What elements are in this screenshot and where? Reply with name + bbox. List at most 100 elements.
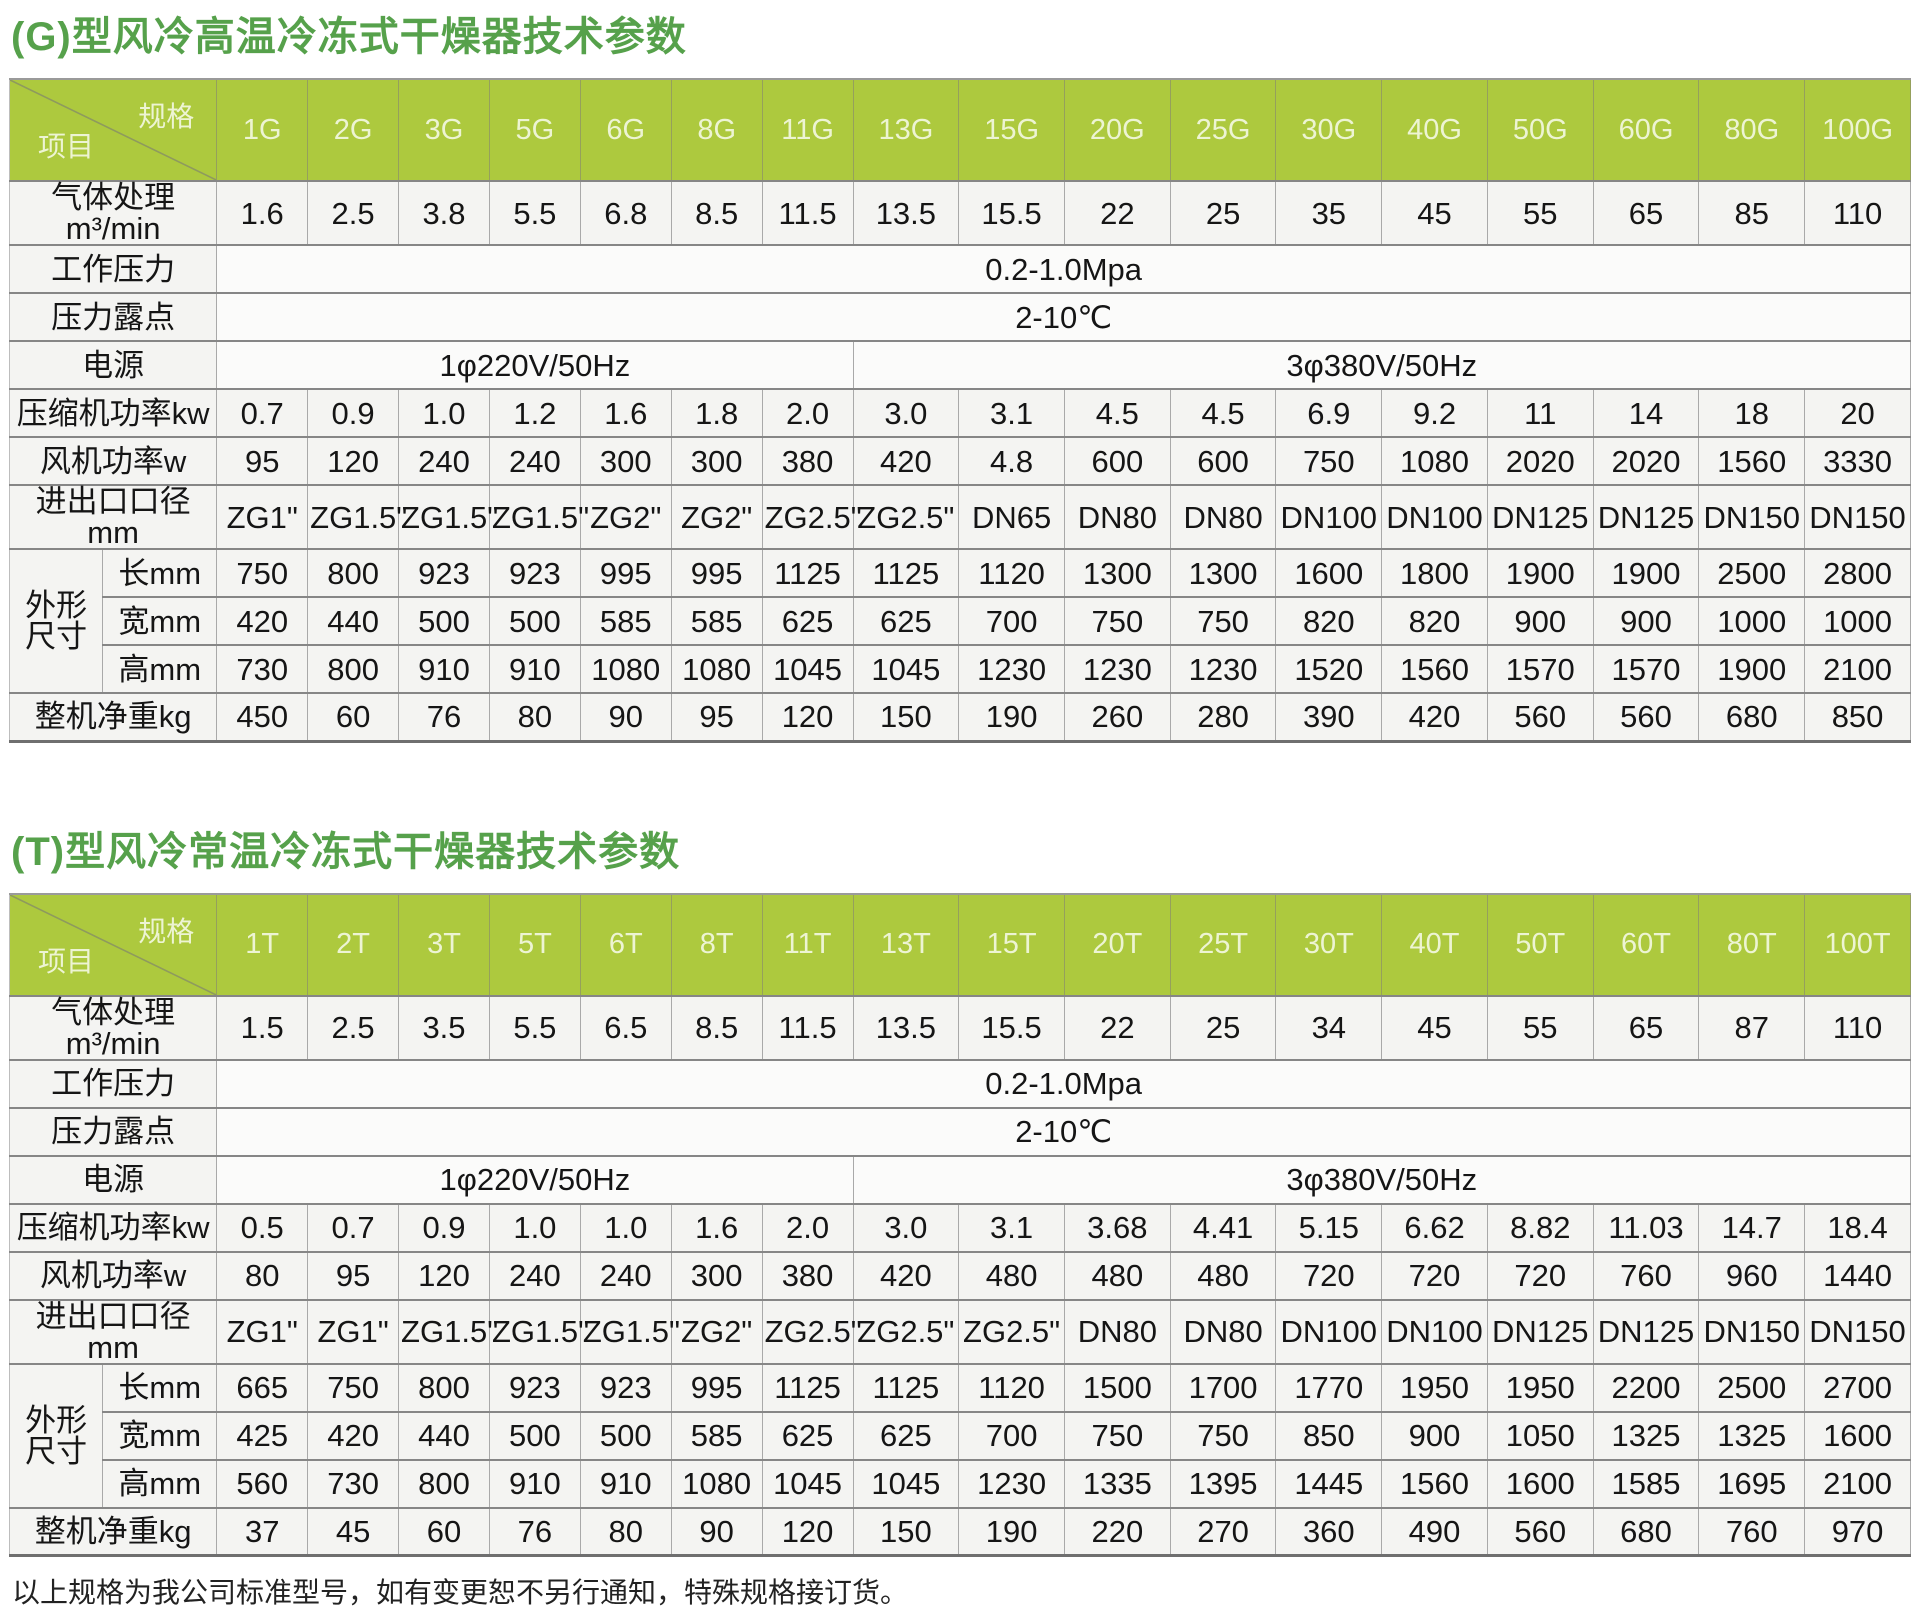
spec-value-cell: 900 (1487, 596, 1594, 645)
spec-value-cell: DN150 (1804, 484, 1911, 549)
spec-value-cell: 750 (1064, 596, 1171, 645)
spec-value-cell: 2.5 (307, 180, 400, 245)
spec-value-cell: 820 (1381, 596, 1488, 645)
spec-value-cell: 1080 (1381, 436, 1488, 485)
model-column-header: 13T (853, 892, 960, 996)
spec-value-cell: 3.68 (1064, 1202, 1171, 1252)
diagonal-line-icon (10, 80, 216, 180)
spec-value-cell: 1445 (1275, 1458, 1383, 1508)
spec-value-cell: 3.1 (958, 1202, 1065, 1252)
spec-value-cell: 923 (580, 1362, 672, 1412)
spec-value-cell: 800 (398, 1458, 490, 1508)
row-label: 整机净重kg (9, 1506, 218, 1556)
spec-value-cell: 500 (489, 596, 581, 645)
spec-value-cell: 4.5 (1170, 388, 1277, 437)
spec-value-cell: 1520 (1275, 644, 1383, 693)
spec-value-cell: 87 (1698, 994, 1806, 1060)
spec-value-cell: 585 (671, 1410, 763, 1460)
spec-value-cell: 480 (1170, 1250, 1277, 1300)
spec-value-cell: 1.6 (671, 1202, 763, 1252)
spec-value-cell: 1230 (1064, 644, 1171, 693)
spec-value-cell: 76 (489, 1506, 581, 1556)
spec-value-cell: ZG1" (216, 1298, 309, 1364)
spec-value-cell: 15.5 (958, 994, 1065, 1060)
spec-value-cell: 1570 (1487, 644, 1594, 693)
merged-value-cell: 0.2-1.0Mpa (216, 1058, 1911, 1108)
spec-value-cell: 11.5 (762, 994, 854, 1060)
model-column-header: 60T (1593, 892, 1700, 996)
spec-value-cell: 5.15 (1275, 1202, 1383, 1252)
spec-value-cell: 2500 (1698, 1362, 1806, 1412)
spec-value-cell: 1570 (1593, 644, 1700, 693)
spec-value-cell: 260 (1064, 692, 1171, 741)
spec-value-cell: 1395 (1170, 1458, 1277, 1508)
spec-value-cell: 1.0 (489, 1202, 581, 1252)
spec-value-cell: 750 (1064, 1410, 1171, 1460)
table-row: 工作压力 0.2-1.0Mpa (9, 1058, 1911, 1108)
spec-value-cell: 910 (489, 1458, 581, 1508)
dimension-group-label: 外形尺寸 (9, 1362, 104, 1508)
row-label: 工作压力 (9, 244, 218, 293)
model-column-header: 5T (489, 892, 581, 996)
spec-value-cell: 625 (853, 1410, 960, 1460)
spec-value-cell: 95 (307, 1250, 400, 1300)
spec-value-cell: 240 (398, 436, 490, 485)
row-label: 压力露点 (9, 1106, 218, 1156)
spec-value-cell: 150 (853, 692, 960, 741)
spec-value-cell: 2100 (1804, 644, 1911, 693)
spec-value-cell: 2020 (1487, 436, 1594, 485)
spec-value-cell: 390 (1275, 692, 1383, 741)
spec-value-cell: 280 (1170, 692, 1277, 741)
spec-value-cell: 6.8 (580, 180, 672, 245)
spec-value-cell: DN80 (1064, 1298, 1171, 1364)
spec-value-cell: 1230 (1170, 644, 1277, 693)
spec-value-cell: 1950 (1381, 1362, 1488, 1412)
spec-value-cell: 720 (1275, 1250, 1383, 1300)
model-column-header: 80G (1698, 78, 1806, 181)
spec-value-cell: 270 (1170, 1506, 1277, 1556)
spec-value-cell: 2200 (1593, 1362, 1700, 1412)
spec-value-cell: 1335 (1064, 1458, 1171, 1508)
spec-value-cell: 1300 (1064, 548, 1171, 597)
spec-value-cell: 37 (216, 1506, 309, 1556)
spec-value-cell: 750 (1275, 436, 1383, 485)
spec-value-cell: 3.8 (398, 180, 490, 245)
spec-value-cell: 1000 (1698, 596, 1806, 645)
spec-value-cell: 13.5 (853, 994, 960, 1060)
row-label: 高mm (102, 1458, 218, 1508)
spec-value-cell: 1440 (1804, 1250, 1911, 1300)
spec-value-cell: ZG1.5" (580, 1298, 680, 1364)
spec-value-cell: 1125 (853, 548, 960, 597)
spec-value-cell: DN150 (1698, 484, 1806, 549)
spec-value-cell: 1045 (853, 644, 960, 693)
spec-value-cell: DN80 (1064, 484, 1171, 549)
spec-value-cell: 3.0 (853, 1202, 960, 1252)
spec-value-cell: 585 (671, 596, 763, 645)
spec-value-cell: 750 (1170, 1410, 1277, 1460)
row-label: 压缩机功率kw (9, 388, 218, 437)
spec-value-cell: 720 (1487, 1250, 1594, 1300)
spec-value-cell: 220 (1064, 1506, 1171, 1556)
spec-value-cell: 923 (489, 1362, 581, 1412)
spec-value-cell: 750 (1170, 596, 1277, 645)
spec-value-cell: 560 (1593, 692, 1700, 741)
spec-value-cell: 1900 (1487, 548, 1594, 597)
model-column-header: 20T (1064, 892, 1171, 996)
spec-value-cell: ZG2.5" (853, 484, 960, 549)
spec-value-cell: 120 (762, 692, 854, 741)
spec-value-cell: 22 (1064, 180, 1171, 245)
spec-value-cell: 35 (1275, 180, 1383, 245)
model-column-header: 3T (398, 892, 490, 996)
spec-value-cell: 1900 (1698, 644, 1806, 693)
spec-value-cell: 120 (762, 1506, 854, 1556)
table-row: 气体处理m³/min 1.6 2.5 3.8 5.5 6.8 8.5 11.5 13.5 15.5… (9, 180, 1911, 245)
spec-value-cell: 11.5 (762, 180, 854, 245)
spec-value-cell: 420 (853, 436, 960, 485)
spec-value-cell: 1325 (1698, 1410, 1806, 1460)
spec-value-cell: 1950 (1487, 1362, 1594, 1412)
row-label: 宽mm (102, 1410, 218, 1460)
spec-value-cell: ZG1.5" (398, 484, 498, 549)
spec-value-cell: 18.4 (1804, 1202, 1911, 1252)
spec-value-cell: 560 (1487, 1506, 1594, 1556)
model-column-header: 15T (958, 892, 1065, 996)
